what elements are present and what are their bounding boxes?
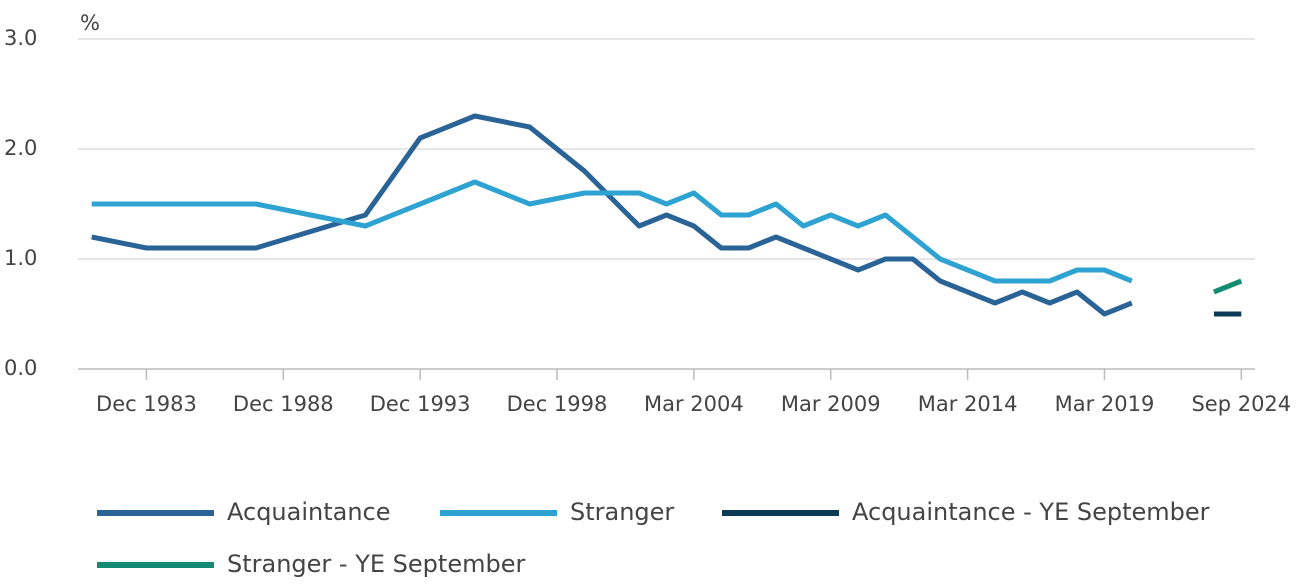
x-tick-label: Dec 1988: [233, 392, 334, 416]
legend-label: Stranger - YE September: [227, 550, 525, 578]
x-tick-label: Mar 2004: [644, 392, 744, 416]
series-line: [91, 113, 1133, 317]
legend-label: Acquaintance - YE September: [852, 498, 1210, 526]
x-tick-label: Mar 2019: [1055, 392, 1155, 416]
x-tick-label: Dec 1983: [96, 392, 197, 416]
x-tick-label: Mar 2009: [781, 392, 881, 416]
series-line: [91, 179, 1133, 284]
y-unit: %: [80, 11, 100, 35]
series-line: [1213, 278, 1243, 295]
y-tick-label: 3.0: [4, 26, 37, 50]
legend-label: Acquaintance: [227, 498, 391, 526]
y-tick-label: 1.0: [4, 246, 37, 270]
y-tick-label: 2.0: [4, 136, 37, 160]
x-tick-label: Dec 1993: [370, 392, 471, 416]
legend-label: Stranger: [570, 498, 674, 526]
x-tick-label: Dec 1998: [507, 392, 608, 416]
x-tick-label: Sep 2024: [1191, 392, 1291, 416]
y-tick-label: 0.0: [4, 356, 37, 380]
x-tick-label: Mar 2014: [918, 392, 1018, 416]
